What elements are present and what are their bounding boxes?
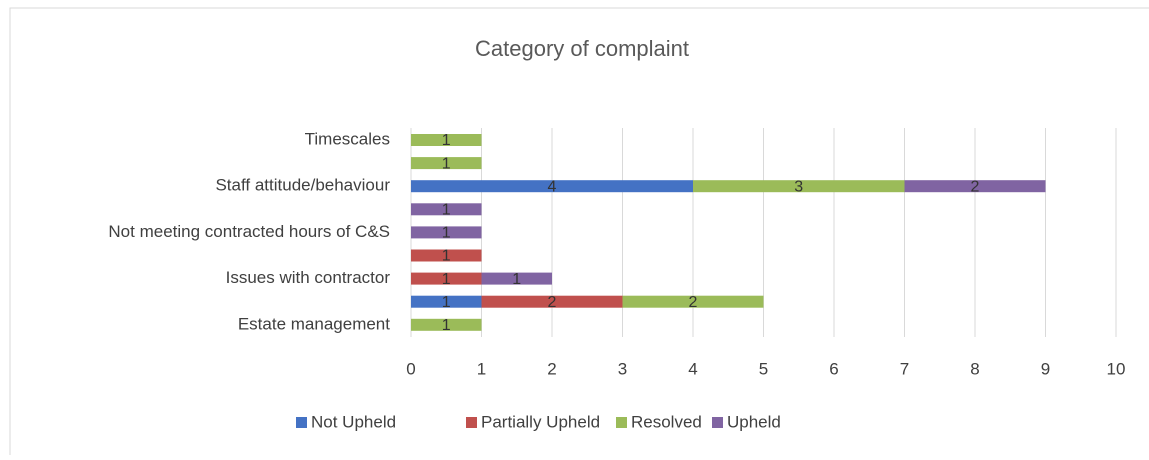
- data-label: 1: [442, 155, 451, 172]
- y-tick-label: Issues with contractor: [226, 268, 391, 287]
- legend-swatch: [616, 417, 627, 428]
- bar-segment: [904, 180, 1046, 193]
- data-label: 3: [794, 178, 803, 195]
- legend-swatch: [466, 417, 477, 428]
- chart-title: Category of complaint: [475, 36, 689, 61]
- legend-label: Upheld: [727, 412, 781, 431]
- x-tick-label: 2: [547, 359, 556, 378]
- bar-segment: [411, 180, 693, 193]
- bar-segment: [411, 203, 482, 216]
- y-tick-label: Not meeting contracted hours of C&S: [108, 222, 390, 241]
- bar-segment: [411, 318, 482, 331]
- bar-segment: [411, 249, 482, 262]
- bar-segment: [693, 180, 905, 193]
- bar-segment: [622, 295, 764, 308]
- y-tick-label: Estate management: [238, 314, 390, 333]
- x-tick-label: 10: [1107, 359, 1126, 378]
- x-tick-label: 3: [618, 359, 627, 378]
- x-tick-label: 0: [406, 359, 415, 378]
- data-label: 1: [442, 248, 451, 265]
- data-label: 4: [548, 178, 557, 195]
- bar-segment: [411, 226, 482, 239]
- y-tick-label: Staff attitude/behaviour: [215, 176, 390, 195]
- x-tick-label: 1: [477, 359, 486, 378]
- x-tick-label: 6: [829, 359, 838, 378]
- data-label: 2: [548, 294, 557, 311]
- legend-label: Resolved: [631, 412, 702, 431]
- x-tick-label: 8: [970, 359, 979, 378]
- legend-swatch: [712, 417, 723, 428]
- legend-label: Partially Upheld: [481, 412, 600, 431]
- data-label: 2: [971, 178, 980, 195]
- x-tick-label: 7: [900, 359, 909, 378]
- chart-frame: [9, 7, 1149, 460]
- data-label: 2: [689, 294, 698, 311]
- data-label: 1: [442, 294, 451, 311]
- bar-segment: [411, 295, 482, 308]
- legend-swatch: [296, 417, 307, 428]
- data-label: 1: [512, 271, 521, 288]
- x-tick-label: 9: [1041, 359, 1050, 378]
- x-tick-label: 5: [759, 359, 768, 378]
- data-label: 1: [442, 225, 451, 242]
- bar-segment: [411, 272, 482, 285]
- data-label: 1: [442, 202, 451, 219]
- bar-segment: [481, 272, 552, 285]
- y-tick-label: Timescales: [305, 129, 390, 148]
- bar-segment: [481, 295, 623, 308]
- legend-label: Not Upheld: [311, 412, 396, 431]
- data-label: 1: [442, 271, 451, 288]
- bar-segment: [411, 157, 482, 170]
- data-label: 1: [442, 317, 451, 334]
- data-label: 1: [442, 132, 451, 149]
- bar-segment: [411, 134, 482, 146]
- x-tick-label: 4: [688, 359, 697, 378]
